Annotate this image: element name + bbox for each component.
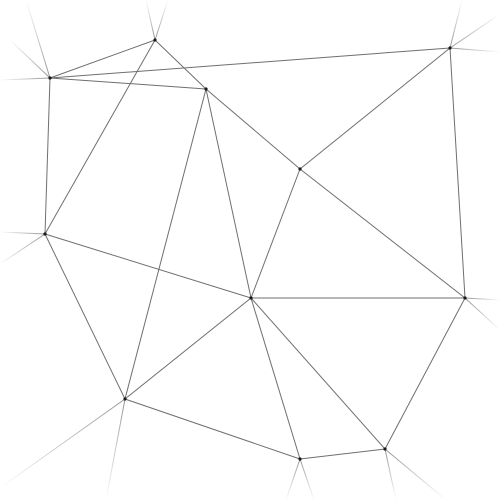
fading-stroke [285, 458, 301, 500]
edge-n3-n5 [205, 88, 301, 170]
fading-stroke [9, 39, 51, 79]
edge-n3-n7 [124, 88, 207, 400]
fading-stroke [449, 13, 500, 49]
fading-stroke [0, 231, 46, 235]
edge-n7-n10 [124, 398, 301, 460]
fading-stroke [384, 448, 397, 500]
node-n6 [43, 232, 47, 236]
fading-stroke [0, 398, 126, 489]
edge-n10-n11 [299, 448, 386, 460]
fading-stroke [299, 458, 315, 500]
fading-stroke [105, 398, 126, 500]
fading-stroke [25, 0, 51, 79]
node-n11 [383, 447, 387, 451]
edge-n1-n2 [49, 39, 156, 79]
edge-n6-n8 [44, 233, 252, 299]
edge-n6-n7 [44, 233, 126, 400]
fading-stroke [384, 448, 447, 500]
fading-stroke [464, 297, 500, 331]
edge-n8-n11 [250, 297, 386, 450]
edge-n3-n8 [205, 88, 252, 299]
fading-stroke [145, 0, 156, 41]
fading-stroke [0, 233, 46, 265]
fading-stroke [449, 47, 500, 53]
node-n9 [463, 296, 467, 300]
node-n7 [123, 397, 127, 401]
node-n1 [153, 38, 157, 42]
node-n3 [204, 87, 208, 91]
fading-stroke [0, 77, 51, 81]
edge-n1-n6 [44, 39, 156, 235]
node-n8 [249, 296, 253, 300]
node-n4 [448, 46, 452, 50]
edge-n4-n9 [449, 47, 466, 299]
fading-stroke [464, 297, 500, 301]
node-n10 [298, 457, 302, 461]
edge-n2-n4 [49, 47, 451, 79]
edge-n7-n8 [124, 297, 252, 400]
node-n5 [298, 167, 302, 171]
fading-stroke [449, 0, 463, 49]
mesh-nodes [43, 38, 467, 461]
node-n2 [48, 76, 52, 80]
edge-n11-n12 [384, 297, 466, 450]
mesh-edges [44, 39, 466, 460]
edge-n5-n8 [250, 168, 301, 299]
edge-n8-n10 [250, 297, 301, 460]
edge-n2-n3 [49, 77, 207, 90]
edge-n5-n9 [299, 168, 466, 299]
edge-n1-n3 [154, 39, 207, 90]
edge-n4-n5 [299, 47, 451, 170]
edge-n2-n6 [44, 77, 51, 235]
fading-stroke [154, 0, 169, 41]
